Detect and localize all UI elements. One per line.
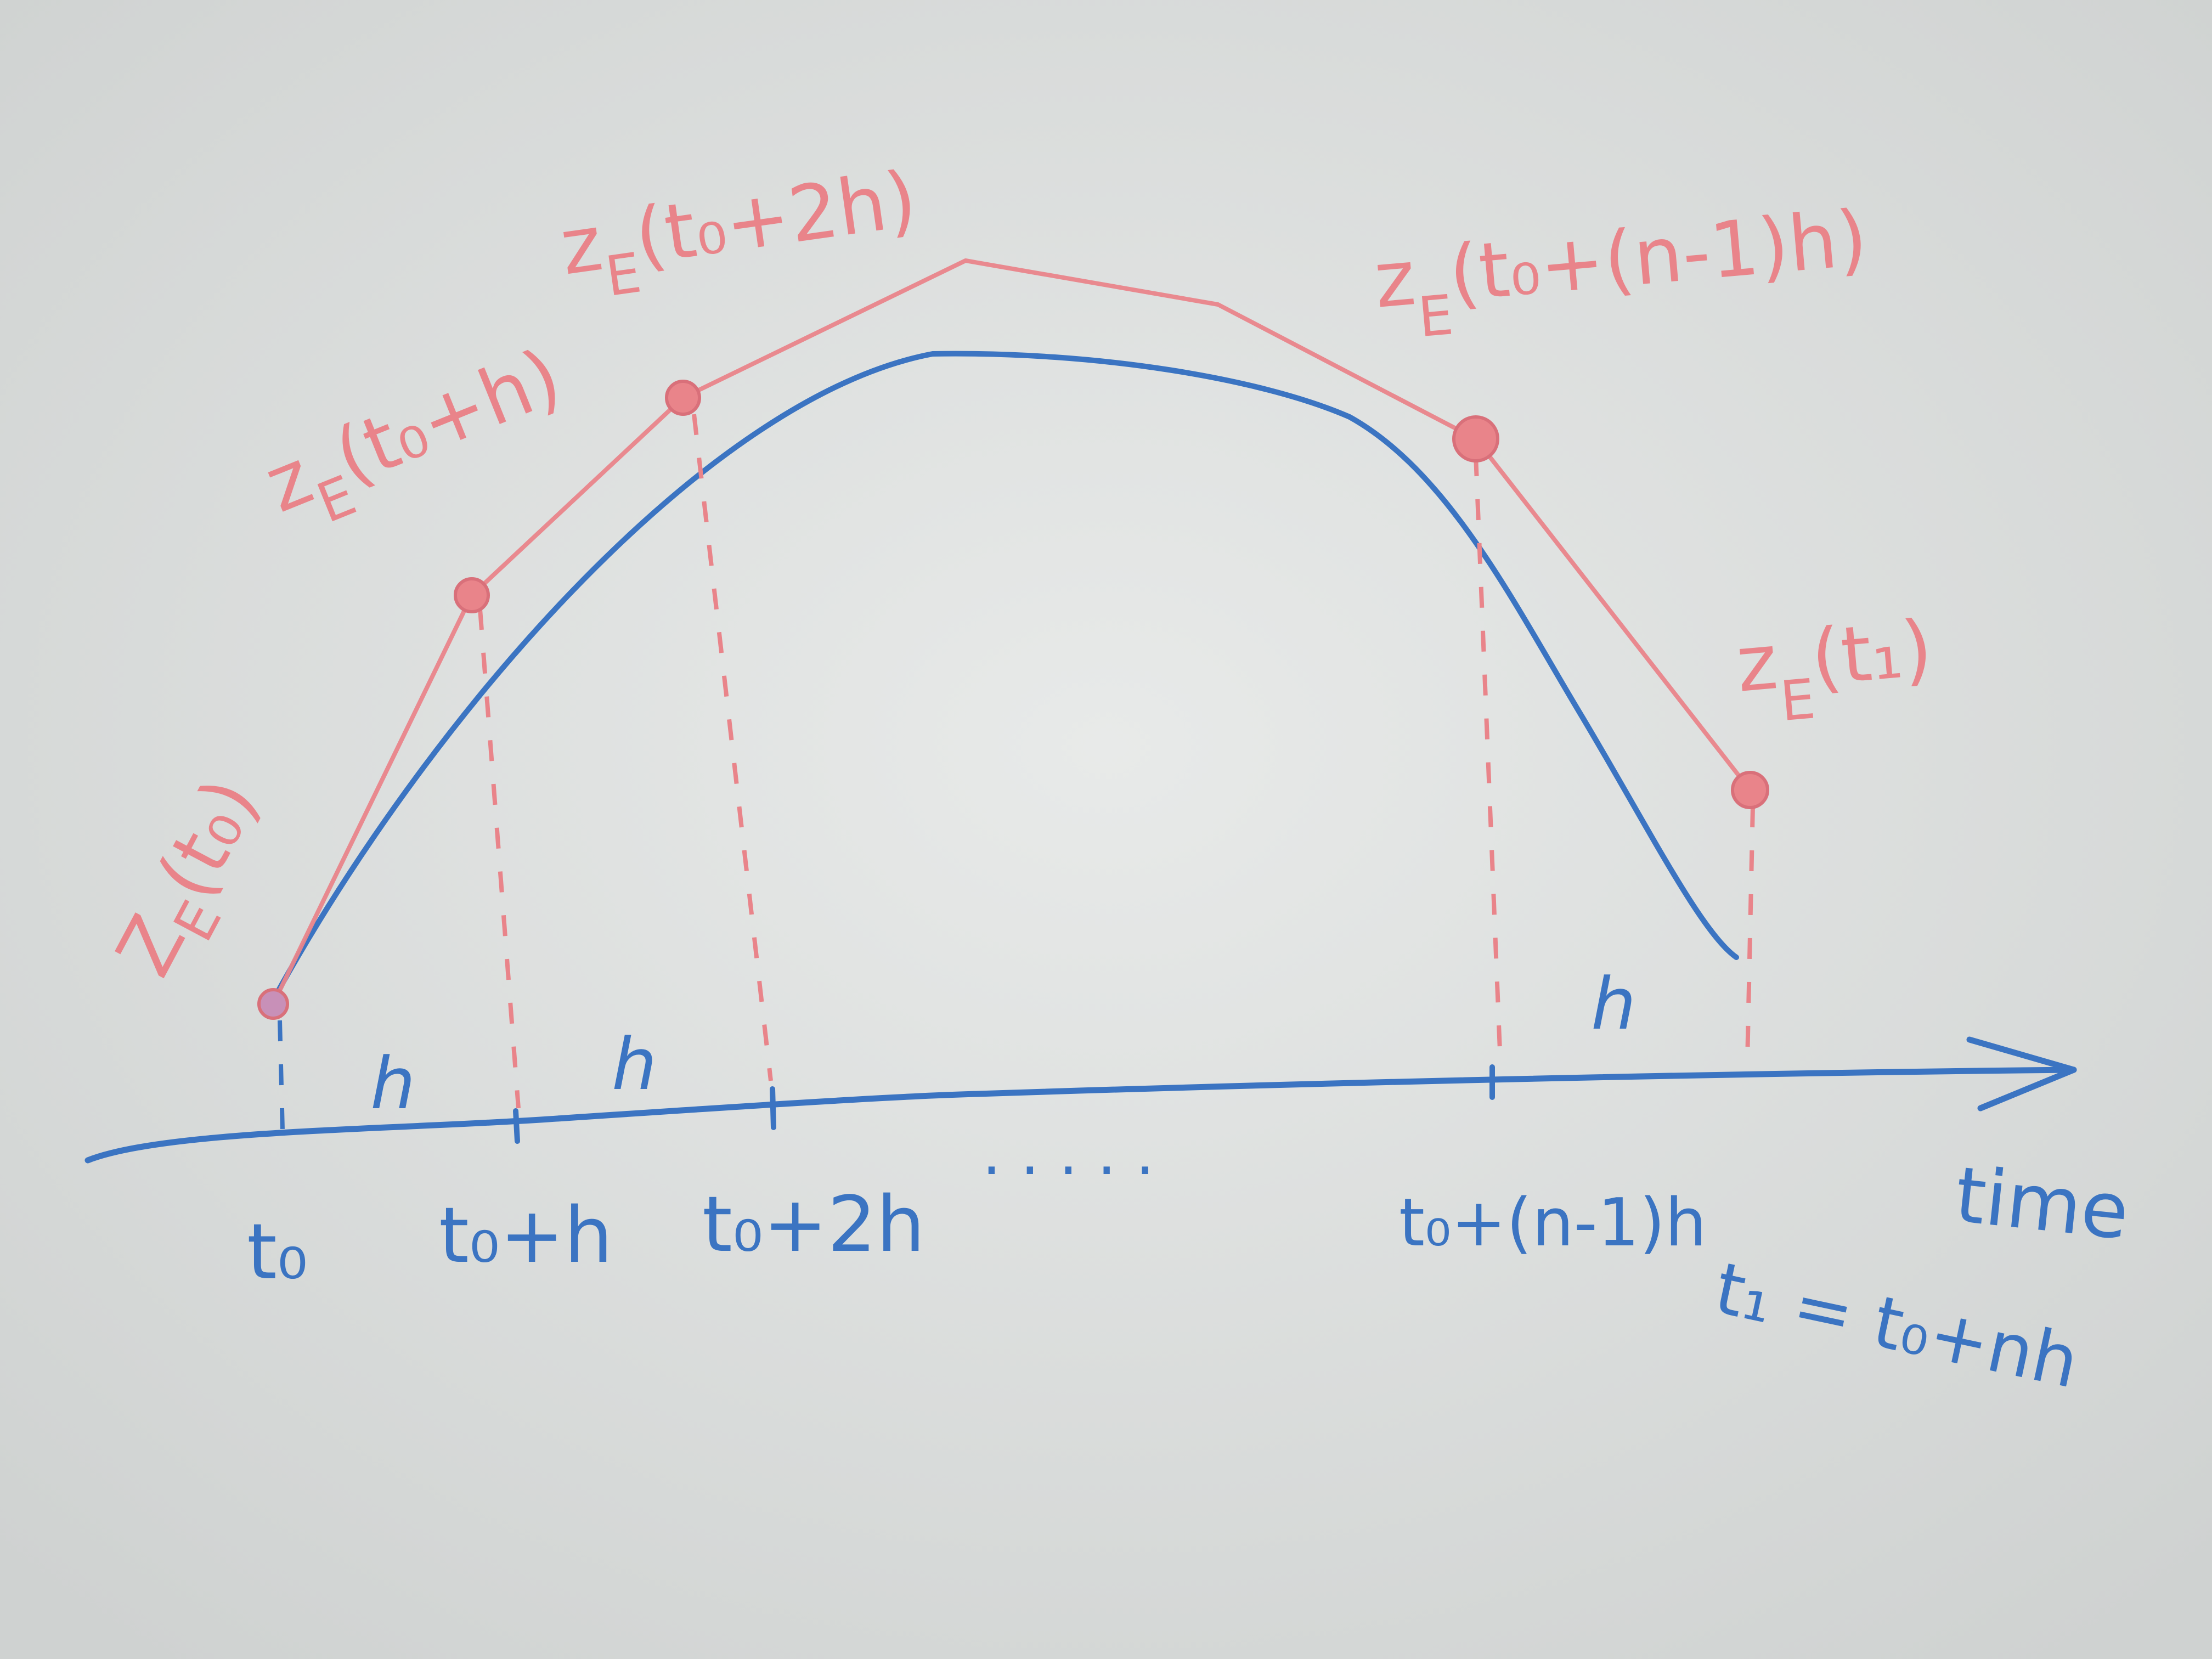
- time-axis-arrowhead: [1966, 1036, 2077, 1111]
- true-solution-curve: [274, 351, 1739, 996]
- dashed-projections: [278, 414, 1755, 1131]
- euler-point-t0-plus-2h: [665, 380, 701, 416]
- dashed-line-t0-plus-n-minus-1-h: [1474, 455, 1503, 1065]
- point-label-t1: zE(t₁): [1733, 603, 1938, 737]
- axis-ticks: [513, 1064, 1495, 1144]
- tick-label-dots: . . . . .: [982, 1118, 1155, 1188]
- euler-point-t1: [1731, 771, 1769, 809]
- step-label-3: h: [1591, 962, 1636, 1046]
- tick-label-t0-plus-2h: t₀+2h: [702, 1180, 925, 1269]
- tick-label-t0-plus-h: t₀+h: [439, 1191, 613, 1280]
- tick-label-t0: t₀: [247, 1207, 308, 1297]
- step-label-2: h: [612, 1023, 657, 1106]
- tick-t0-plus-h: [513, 1108, 520, 1144]
- step-label-1: h: [370, 1042, 415, 1125]
- euler-point-t0-plus-n-minus-1-h: [1452, 415, 1499, 462]
- tick-t0-plus-2h: [770, 1086, 776, 1130]
- euler-points: [257, 380, 1769, 1020]
- axis-name: time: [1951, 1150, 2133, 1257]
- euler-point-t0: [257, 988, 289, 1020]
- dashed-line-t0: [278, 1020, 285, 1131]
- euler-point-t0-plus-h: [454, 577, 490, 613]
- time-axis: [84, 1066, 2077, 1164]
- step-labels: h h h: [370, 962, 1636, 1125]
- tick-label-t0-plus-n-minus-1-h: t₀+(n-1)h: [1399, 1185, 1707, 1261]
